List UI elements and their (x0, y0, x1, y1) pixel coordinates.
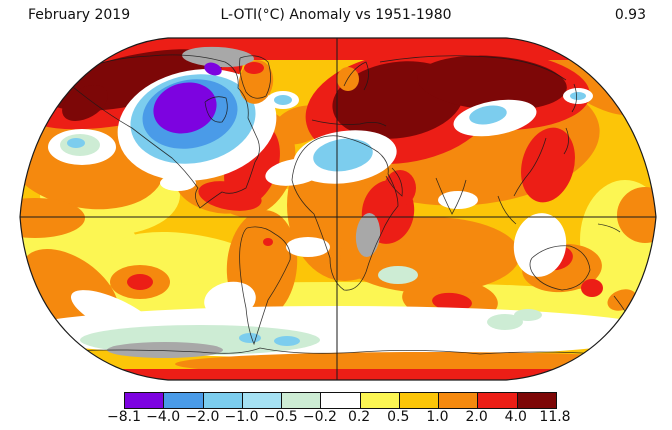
colorbar-tick-label: 2.0 (465, 409, 488, 425)
colorbar-tick-label: −1.0 (224, 409, 259, 425)
date-label: February 2019 (28, 7, 131, 23)
colorbar-tick-label: −4.0 (146, 409, 181, 425)
colorbar-tick-label: 11.8 (539, 409, 571, 425)
colorbar-tick-label: 1.0 (426, 409, 449, 425)
colorbar-segment-1 (164, 393, 204, 408)
coastlines (39, 54, 631, 355)
colorbar-tick-label: −0.5 (263, 409, 298, 425)
colorbar-tick-label: 0.5 (387, 409, 410, 425)
colorbar-segment-0 (125, 393, 165, 408)
colorbar-segment-6 (360, 393, 400, 408)
colorbar-segment-7 (399, 393, 440, 408)
colorbar-segment-8 (439, 393, 479, 408)
colorbar-segment-4 (282, 393, 322, 408)
colorbar-labels: −8.1 −4.0 −2.0 −1.0 −0.5 −0.2 0.2 0.5 1.0 2.0 4.0 1… (107, 409, 571, 427)
colorbar-tick-label: −2.0 (185, 409, 220, 425)
colorbar-segment-9 (478, 393, 518, 408)
figure-title: L-OTI(°C) Anomaly vs 1951-1980 (220, 7, 452, 23)
colorbar-tick-label: 0.2 (347, 409, 371, 425)
global-mean-value: 0.93 (614, 7, 646, 23)
colorbar-segment-2 (203, 393, 243, 408)
colorbar-tick-label: −0.2 (302, 409, 337, 425)
colorbar-tick-label: 4.0 (504, 409, 527, 425)
colorbar-segment-5 (321, 393, 361, 408)
colorbar-segment-10 (517, 393, 556, 408)
colorbar-tick-label: −8.1 (107, 409, 141, 425)
map-outline (19, 37, 657, 381)
anomaly-field (20, 38, 656, 380)
colorbar (124, 392, 557, 409)
colorbar-segment-3 (242, 393, 283, 408)
